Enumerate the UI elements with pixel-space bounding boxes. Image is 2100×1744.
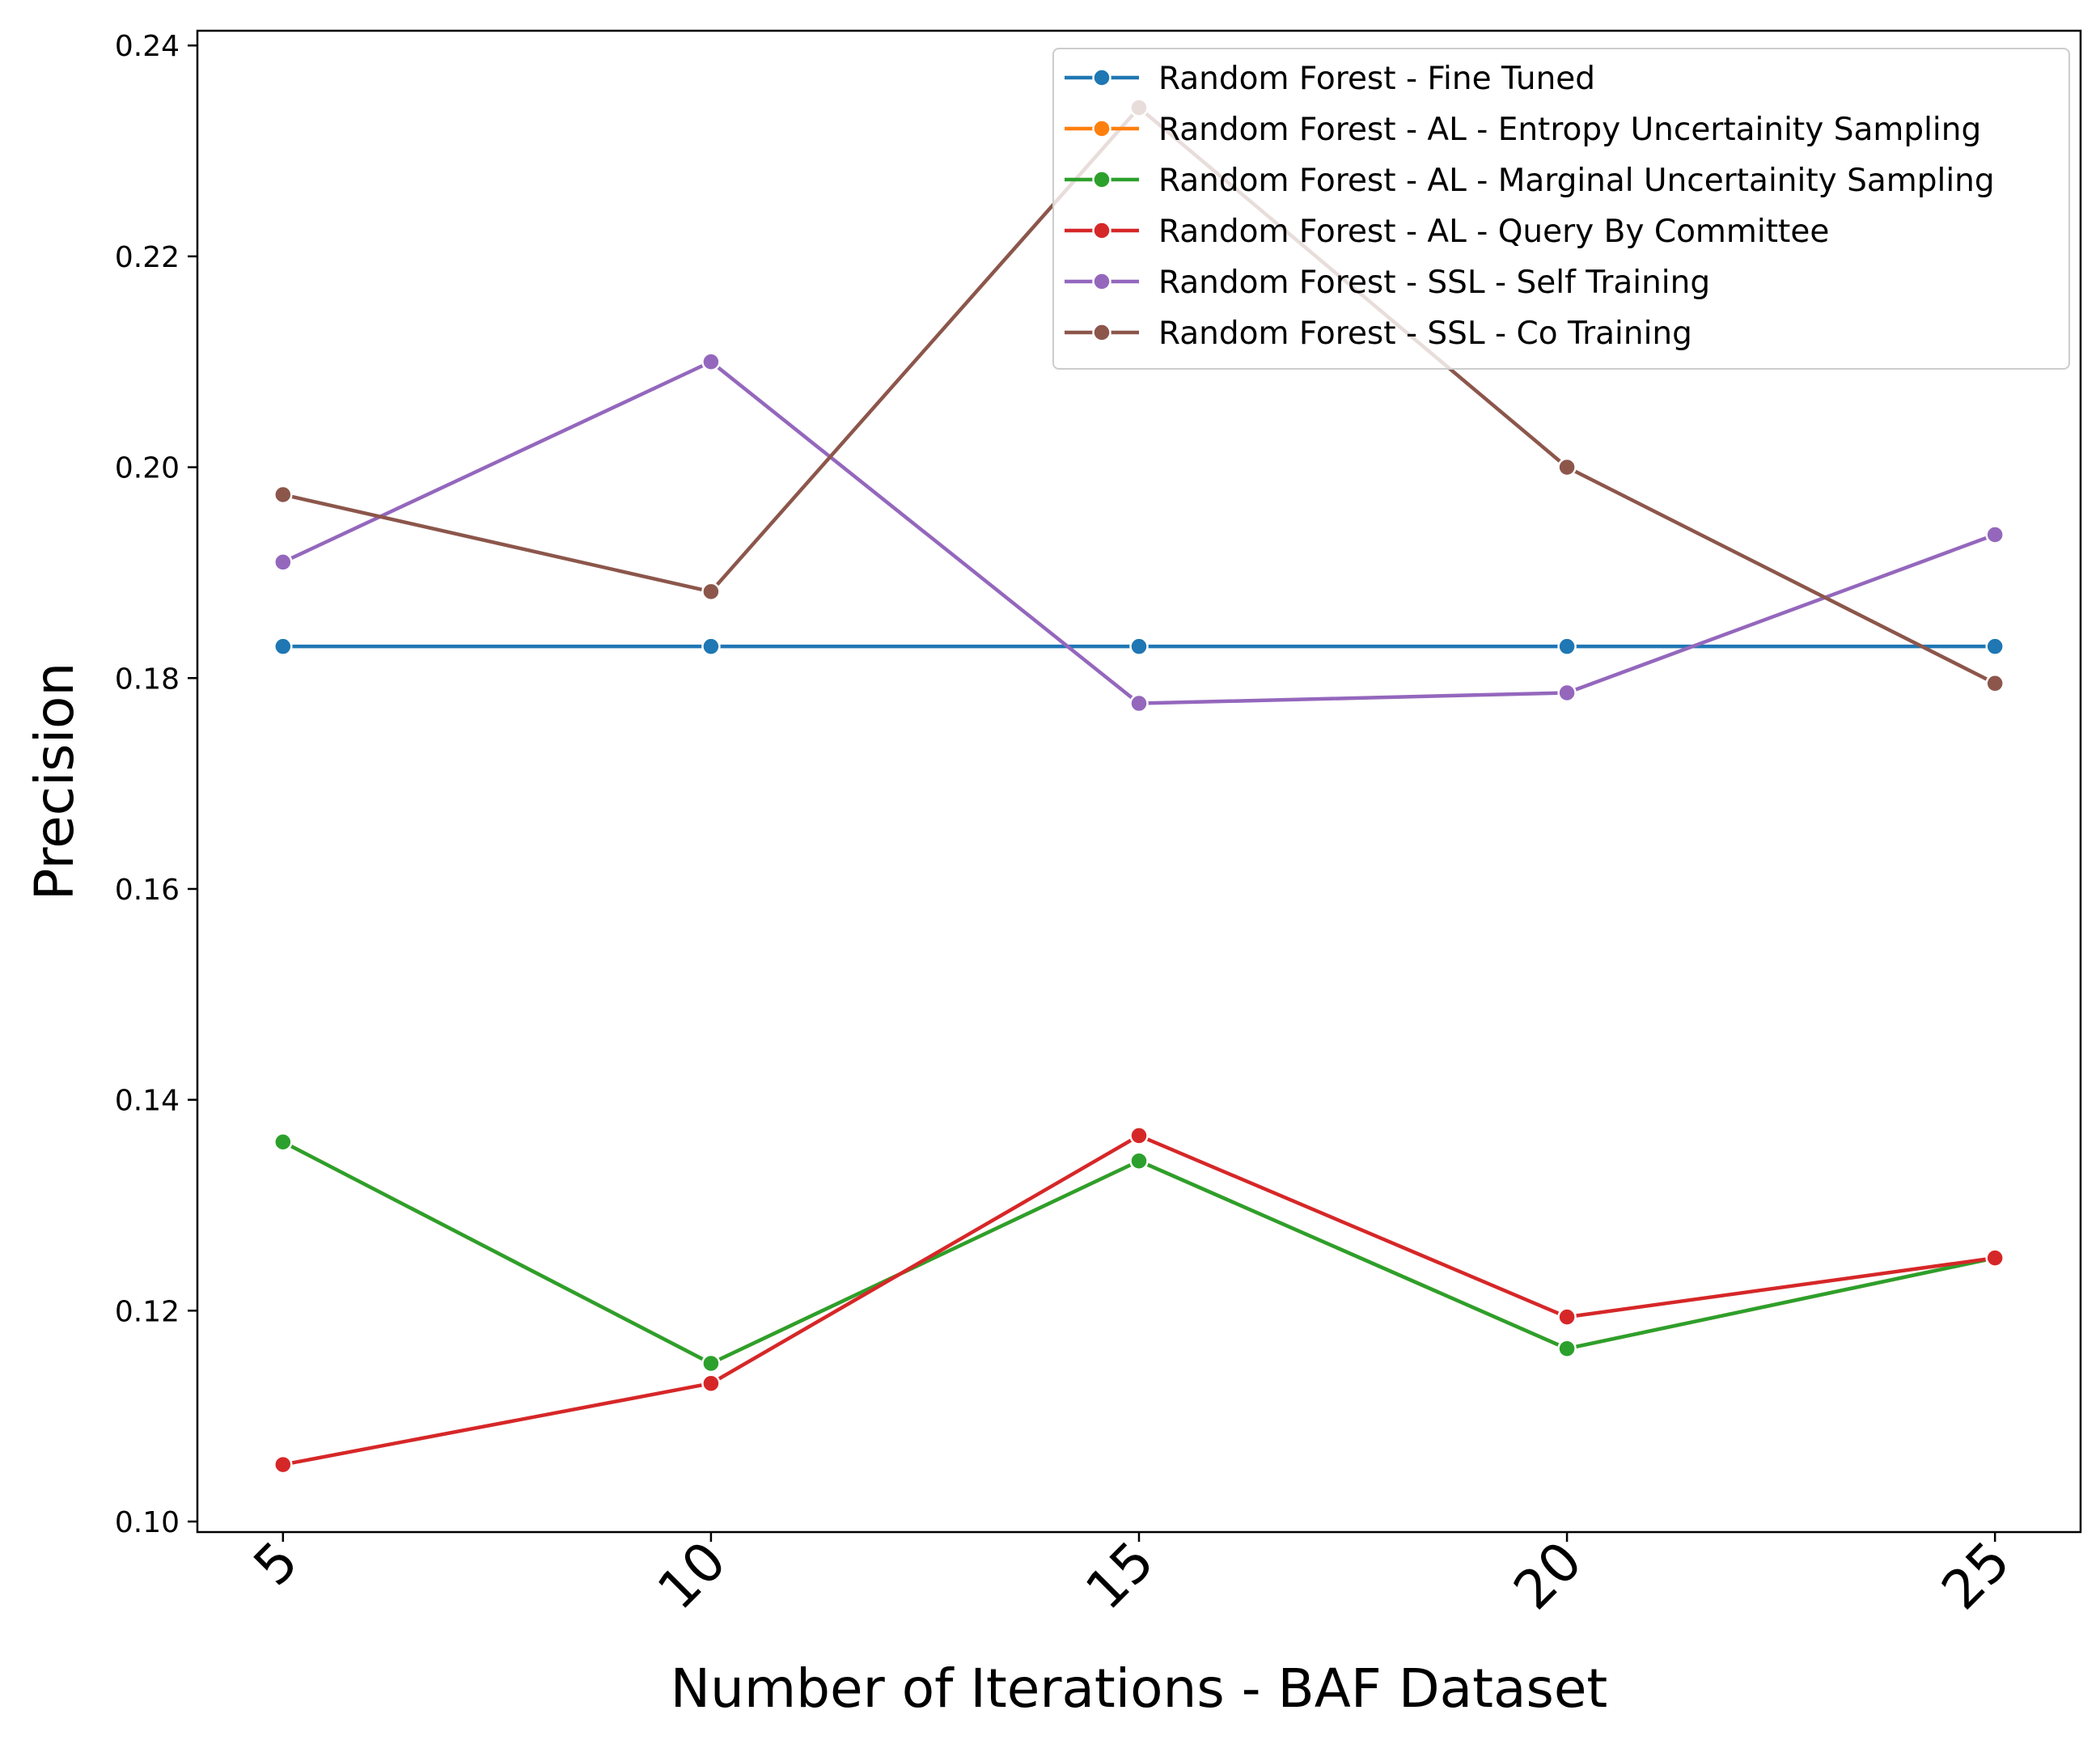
data-point [1129, 637, 1149, 656]
data-point [1129, 1126, 1149, 1145]
y-tick-label: 0.20 [115, 452, 180, 485]
data-point [273, 637, 293, 656]
data-point [1985, 1248, 2005, 1268]
data-point [273, 485, 293, 505]
data-point [1557, 683, 1577, 703]
series-line [282, 1140, 1996, 1365]
series-line [282, 1140, 1996, 1365]
legend-label: Random Forest - SSL - Co Training [1158, 315, 1692, 352]
legend-label: Random Forest - AL - Query By Committee [1158, 214, 1829, 250]
data-point [701, 637, 721, 656]
data-point [1985, 525, 2005, 544]
legend: Random Forest - Fine Tuned Random Forest … [1052, 48, 2070, 370]
data-point [1985, 674, 2005, 693]
x-axis-title: Number of Iterations - BAF Dataset [671, 1657, 1608, 1720]
series-line [282, 1133, 1996, 1467]
y-tick-label: 0.16 [115, 874, 180, 907]
series-layer [273, 98, 2005, 1475]
y-axis-title: Precision [23, 662, 86, 901]
legend-label: Random Forest - Fine Tuned [1158, 61, 1595, 97]
data-point [1129, 1151, 1149, 1170]
data-point [1557, 1307, 1577, 1327]
y-axis: 0.10 0.12 0.14 0.16 0.18 0.20 0.22 0.24 [115, 30, 197, 1539]
legend-swatch-marker [1092, 170, 1111, 189]
x-axis: 5 10 15 20 25 [242, 1530, 2022, 1622]
legend-swatch-marker [1092, 119, 1111, 138]
x-tick-label: 20 [1502, 1530, 1594, 1622]
y-tick-label: 0.18 [115, 662, 180, 696]
data-point [701, 1353, 721, 1374]
data-point [273, 1132, 293, 1152]
y-tick-label: 0.24 [115, 30, 180, 63]
legend-swatch-marker [1092, 272, 1111, 291]
legend-label: Random Forest - AL - Marginal Uncertaini… [1158, 163, 1995, 199]
y-tick-label: 0.12 [115, 1295, 180, 1328]
series-group [273, 1132, 2005, 1374]
legend-box [1052, 48, 2070, 370]
data-point [1557, 1339, 1577, 1358]
series-group [273, 637, 2005, 656]
data-point [701, 1374, 721, 1393]
legend-swatch-marker [1092, 323, 1111, 342]
y-tick-label: 0.10 [115, 1506, 180, 1539]
data-point [1557, 637, 1577, 656]
series-group [273, 1126, 2005, 1475]
x-tick-label: 10 [646, 1530, 738, 1622]
data-point [273, 1454, 293, 1475]
legend-swatch-marker [1092, 221, 1111, 240]
y-tick-label: 0.22 [115, 241, 180, 274]
legend-swatch-marker [1092, 68, 1111, 87]
legend-label: Random Forest - AL - Entropy Uncertainit… [1158, 112, 1981, 148]
data-point [1557, 457, 1577, 477]
data-point [701, 352, 721, 372]
x-tick-label: 25 [1930, 1530, 2022, 1622]
data-point [701, 582, 721, 602]
legend-label: Random Forest - SSL - Self Training [1158, 265, 1710, 301]
x-tick-label: 15 [1073, 1530, 1166, 1622]
data-point [1129, 693, 1149, 713]
data-point [273, 552, 293, 572]
data-point [1985, 637, 2005, 656]
series-group [273, 352, 2005, 713]
y-tick-label: 0.14 [115, 1085, 180, 1118]
x-tick-label: 5 [242, 1530, 310, 1598]
